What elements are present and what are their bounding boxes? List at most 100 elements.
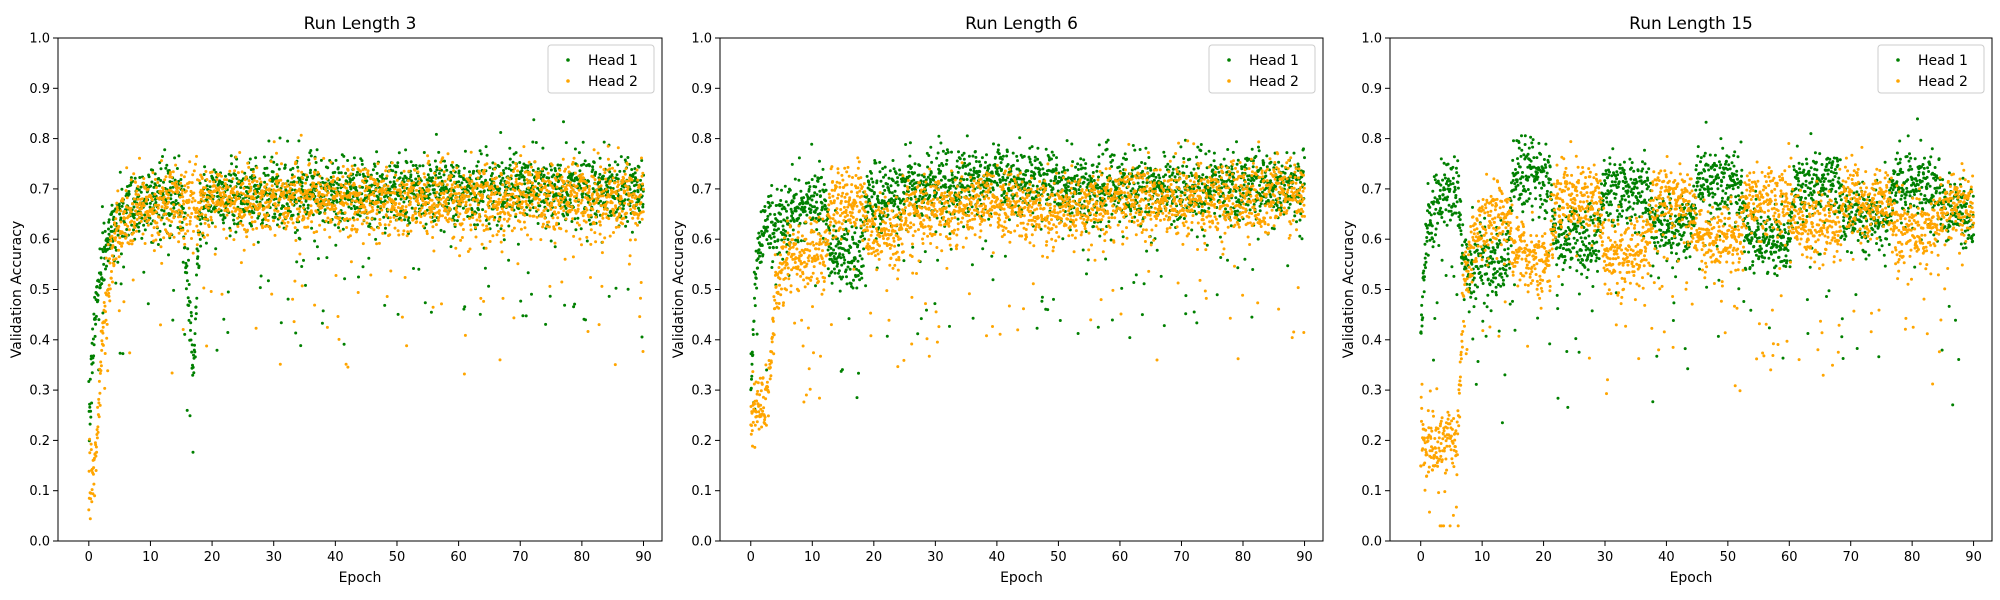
data-point bbox=[529, 237, 533, 241]
data-point bbox=[402, 229, 406, 233]
data-point bbox=[794, 209, 798, 213]
data-point bbox=[293, 183, 297, 187]
data-point bbox=[433, 219, 437, 223]
data-point bbox=[491, 203, 495, 207]
data-point bbox=[160, 261, 164, 265]
data-point bbox=[845, 275, 848, 279]
data-point bbox=[203, 221, 207, 225]
y-tick-label: 1.0 bbox=[29, 32, 50, 47]
data-point bbox=[622, 176, 626, 180]
data-point bbox=[765, 238, 769, 242]
data-point bbox=[143, 242, 147, 245]
data-point bbox=[143, 185, 147, 189]
data-point bbox=[456, 215, 460, 219]
data-point bbox=[482, 189, 486, 193]
data-point bbox=[320, 321, 324, 325]
data-point bbox=[132, 172, 136, 176]
y-tick-label: 0.7 bbox=[29, 182, 50, 197]
data-point bbox=[598, 223, 602, 227]
data-point bbox=[228, 169, 232, 173]
data-point bbox=[576, 164, 580, 168]
data-point bbox=[223, 209, 227, 212]
data-point bbox=[844, 268, 848, 272]
data-point bbox=[336, 166, 340, 170]
data-point bbox=[176, 211, 180, 215]
data-point bbox=[499, 240, 503, 244]
data-point bbox=[199, 193, 203, 197]
data-point bbox=[433, 214, 437, 218]
data-point bbox=[789, 219, 793, 223]
data-point bbox=[273, 215, 277, 219]
data-point bbox=[763, 205, 767, 208]
data-point bbox=[861, 234, 865, 238]
data-point bbox=[252, 178, 256, 182]
data-point bbox=[376, 162, 380, 166]
data-point bbox=[370, 217, 374, 221]
data-point bbox=[765, 368, 769, 372]
data-point bbox=[108, 261, 112, 265]
data-point bbox=[599, 184, 603, 188]
data-point bbox=[275, 163, 279, 167]
data-point bbox=[455, 192, 459, 196]
data-point bbox=[144, 195, 148, 199]
data-point bbox=[526, 203, 530, 207]
data-point bbox=[191, 365, 195, 369]
data-point bbox=[542, 173, 546, 177]
data-point bbox=[120, 204, 124, 208]
data-point bbox=[256, 184, 260, 188]
data-point bbox=[214, 247, 218, 251]
data-point bbox=[350, 199, 354, 203]
data-point bbox=[152, 249, 156, 253]
data-point bbox=[265, 200, 269, 204]
data-point bbox=[330, 205, 334, 209]
data-point bbox=[278, 197, 282, 201]
data-point bbox=[190, 237, 193, 240]
data-point bbox=[853, 231, 857, 235]
data-point bbox=[142, 177, 146, 180]
data-point bbox=[427, 176, 431, 180]
data-point bbox=[412, 267, 415, 270]
data-point bbox=[368, 186, 372, 190]
data-point bbox=[371, 168, 375, 172]
data-point bbox=[444, 164, 448, 168]
data-point bbox=[584, 220, 588, 224]
data-point bbox=[156, 206, 160, 210]
data-point bbox=[292, 195, 296, 199]
data-point bbox=[107, 294, 111, 298]
data-point bbox=[457, 180, 461, 184]
data-point bbox=[856, 243, 860, 247]
data-point bbox=[189, 311, 193, 314]
data-point bbox=[159, 192, 163, 196]
data-point bbox=[589, 276, 592, 279]
data-point bbox=[344, 186, 348, 190]
data-point bbox=[209, 210, 213, 214]
data-point bbox=[430, 198, 434, 202]
data-point bbox=[167, 253, 170, 257]
data-point bbox=[640, 174, 644, 178]
data-point bbox=[245, 235, 249, 239]
data-point bbox=[492, 218, 496, 222]
data-point bbox=[261, 194, 265, 198]
data-point bbox=[853, 257, 857, 261]
data-point bbox=[210, 221, 214, 225]
data-point bbox=[295, 260, 299, 264]
data-point bbox=[606, 157, 610, 161]
data-point bbox=[191, 450, 195, 454]
data-point bbox=[334, 207, 338, 210]
data-point bbox=[520, 166, 524, 170]
data-point bbox=[579, 201, 583, 205]
data-point bbox=[291, 213, 295, 217]
data-point bbox=[477, 215, 481, 219]
data-point bbox=[333, 170, 337, 174]
data-point bbox=[266, 279, 270, 283]
data-point bbox=[503, 197, 507, 201]
data-point bbox=[611, 176, 615, 180]
data-point bbox=[591, 175, 595, 179]
data-point bbox=[436, 218, 440, 222]
data-point bbox=[610, 173, 614, 177]
data-point bbox=[411, 214, 415, 217]
data-point bbox=[565, 183, 569, 187]
data-point bbox=[425, 232, 429, 236]
data-point bbox=[326, 191, 330, 195]
data-point bbox=[193, 355, 197, 359]
